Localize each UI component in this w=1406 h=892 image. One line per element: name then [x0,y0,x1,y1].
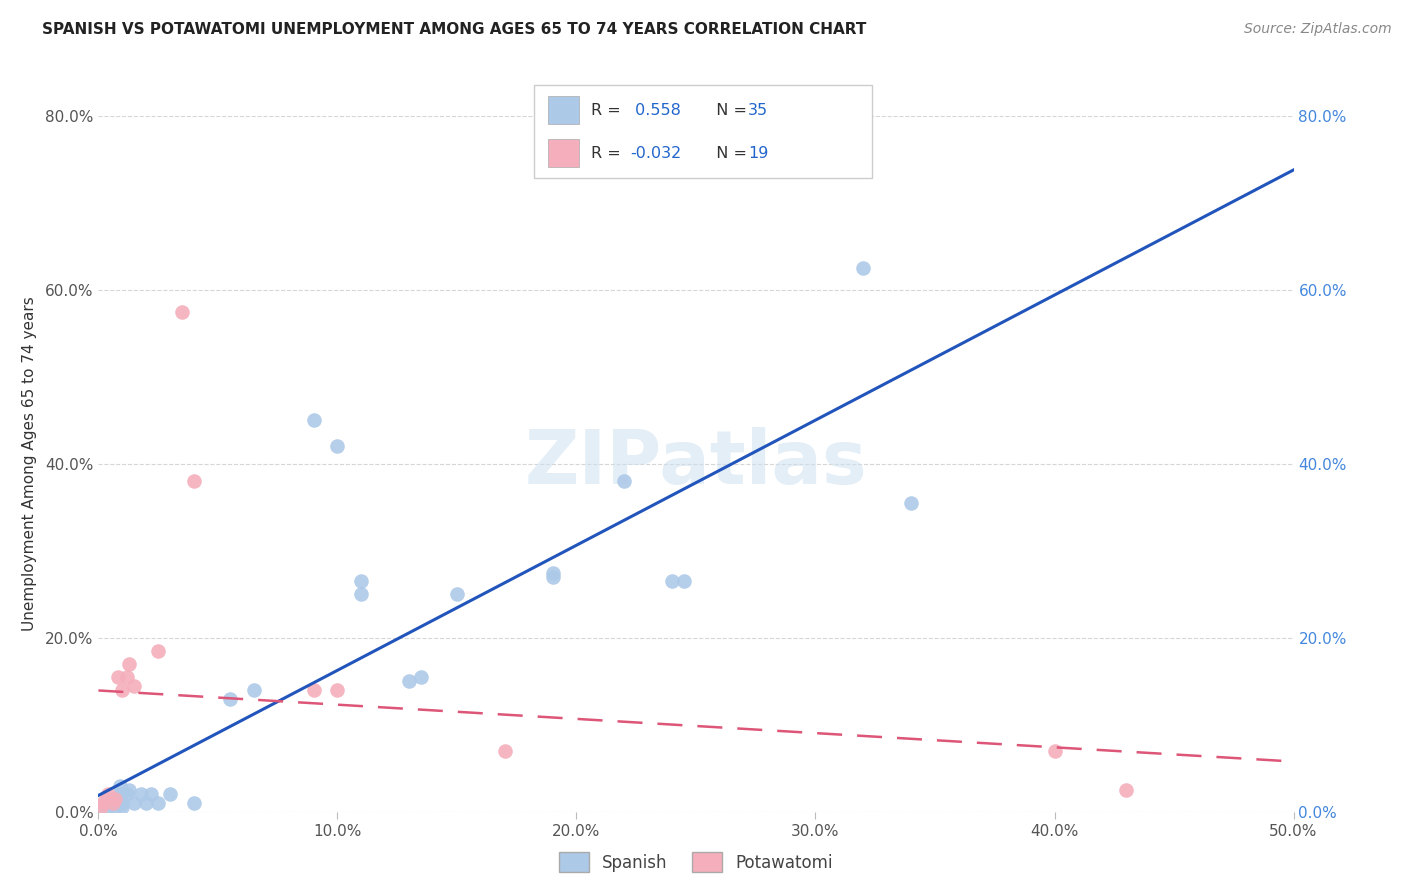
Point [1043,744,1066,758]
Point [673,574,696,589]
Point [172,304,194,318]
Point [411,670,433,684]
Text: N =: N = [706,103,752,118]
Point [111,683,134,698]
Point [104,800,127,814]
Text: R =: R = [591,145,626,161]
Point [350,587,373,601]
Point [118,783,141,797]
Text: 19: 19 [748,145,768,161]
Point [302,413,325,427]
Text: -0.032: -0.032 [630,145,681,161]
Point [107,670,129,684]
Point [107,796,129,810]
Point [661,574,683,589]
Point [326,683,349,698]
Point [398,674,420,689]
Text: 0.558: 0.558 [630,103,681,118]
Point [90,800,112,814]
Point [90,800,112,814]
Point [302,683,325,698]
Point [118,657,141,671]
Point [98,796,122,810]
Text: N =: N = [706,145,752,161]
Text: ZIPatlas: ZIPatlas [524,427,868,500]
Point [613,474,636,488]
Point [159,788,181,801]
Text: R =: R = [591,103,626,118]
Point [326,440,349,454]
Point [91,796,114,810]
Point [446,587,468,601]
Point [108,779,131,793]
Point [124,679,146,693]
Point [94,791,117,805]
Legend: Spanish, Potawatomi: Spanish, Potawatomi [550,844,842,880]
Point [115,788,138,801]
Text: SPANISH VS POTAWATOMI UNEMPLOYMENT AMONG AGES 65 TO 74 YEARS CORRELATION CHART: SPANISH VS POTAWATOMI UNEMPLOYMENT AMONG… [42,22,866,37]
Point [131,788,153,801]
Point [243,683,266,698]
Point [139,788,162,801]
Point [101,791,124,805]
Point [350,574,373,589]
Point [219,691,242,706]
Point [541,570,564,584]
Point [541,566,564,580]
Point [1115,783,1137,797]
Point [183,474,205,488]
Text: Source: ZipAtlas.com: Source: ZipAtlas.com [1244,22,1392,37]
Text: 35: 35 [748,103,768,118]
Point [111,800,134,814]
Point [104,791,127,805]
Point [148,644,170,658]
Point [108,788,131,801]
Point [900,496,922,510]
Point [852,261,875,276]
Point [183,796,205,810]
Point [494,744,516,758]
Point [115,670,138,684]
Point [148,796,170,810]
Point [101,796,124,810]
Point [135,796,157,810]
Point [97,800,120,814]
Point [111,796,134,810]
Point [124,796,146,810]
Point [97,788,120,801]
Y-axis label: Unemployment Among Ages 65 to 74 years: Unemployment Among Ages 65 to 74 years [21,296,37,632]
